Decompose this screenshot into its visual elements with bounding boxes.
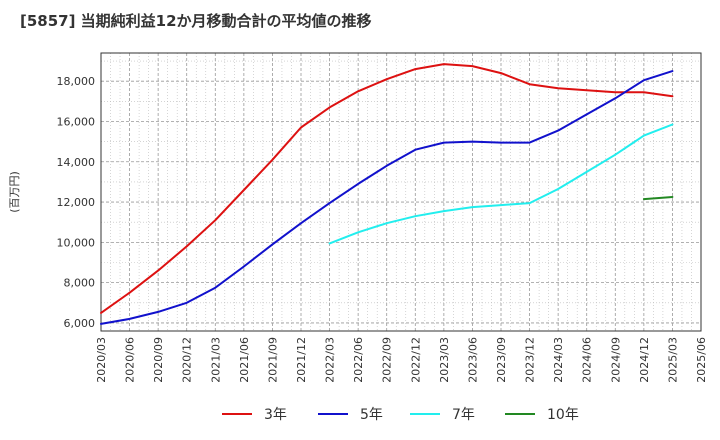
x-tick-label: 2020/03 — [95, 337, 108, 383]
chart-title: [5857] 当期純利益12か月移動合計の平均値の推移 — [20, 12, 372, 30]
series-line — [100, 70, 674, 325]
legend-label: 10年 — [547, 407, 579, 423]
x-tick-label: 2024/06 — [581, 337, 594, 383]
x-tick-label: 2024/09 — [609, 337, 622, 383]
x-tick-label: 2022/06 — [352, 337, 365, 383]
x-tick-label: 2023/06 — [466, 337, 479, 383]
x-tick-label: 2023/12 — [524, 337, 537, 383]
y-tick-label: 8,000 — [64, 277, 96, 290]
legend-label: 5年 — [360, 407, 383, 423]
x-tick-label: 2020/12 — [181, 337, 194, 383]
y-tick-label: 10,000 — [57, 236, 96, 249]
y-axis-title: (百万円) — [8, 171, 21, 213]
x-tick-label: 2023/09 — [495, 337, 508, 383]
x-tick-label: 2023/03 — [438, 337, 451, 383]
x-tick-label: 2021/03 — [209, 337, 222, 383]
y-tick-label: 12,000 — [57, 196, 96, 209]
series-line — [642, 196, 674, 201]
x-tick-label: 2021/12 — [295, 337, 308, 383]
y-tick-label: 16,000 — [57, 115, 96, 128]
y-tick-label: 6,000 — [64, 317, 96, 330]
y-tick-label: 18,000 — [57, 75, 96, 88]
legend-label: 7年 — [452, 407, 475, 423]
x-tick-label: 2022/12 — [409, 337, 422, 383]
series-line — [100, 63, 674, 314]
x-tick-label: 2022/09 — [381, 337, 394, 383]
x-tick-label: 2020/06 — [124, 337, 137, 383]
legend-label: 3年 — [264, 407, 287, 423]
x-tick-label: 2021/06 — [238, 337, 251, 383]
x-tick-label: 2024/12 — [638, 337, 651, 383]
x-tick-label: 2025/06 — [695, 337, 708, 383]
x-tick-label: 2024/03 — [552, 337, 565, 383]
series-line — [328, 123, 674, 245]
x-tick-label: 2020/09 — [152, 337, 165, 383]
y-tick-label: 14,000 — [57, 156, 96, 169]
plot-area — [101, 53, 701, 331]
x-tick-label: 2025/03 — [666, 337, 679, 383]
x-tick-label: 2021/09 — [266, 337, 279, 383]
x-tick-label: 2022/03 — [324, 337, 337, 383]
plot-frame — [100, 52, 702, 332]
